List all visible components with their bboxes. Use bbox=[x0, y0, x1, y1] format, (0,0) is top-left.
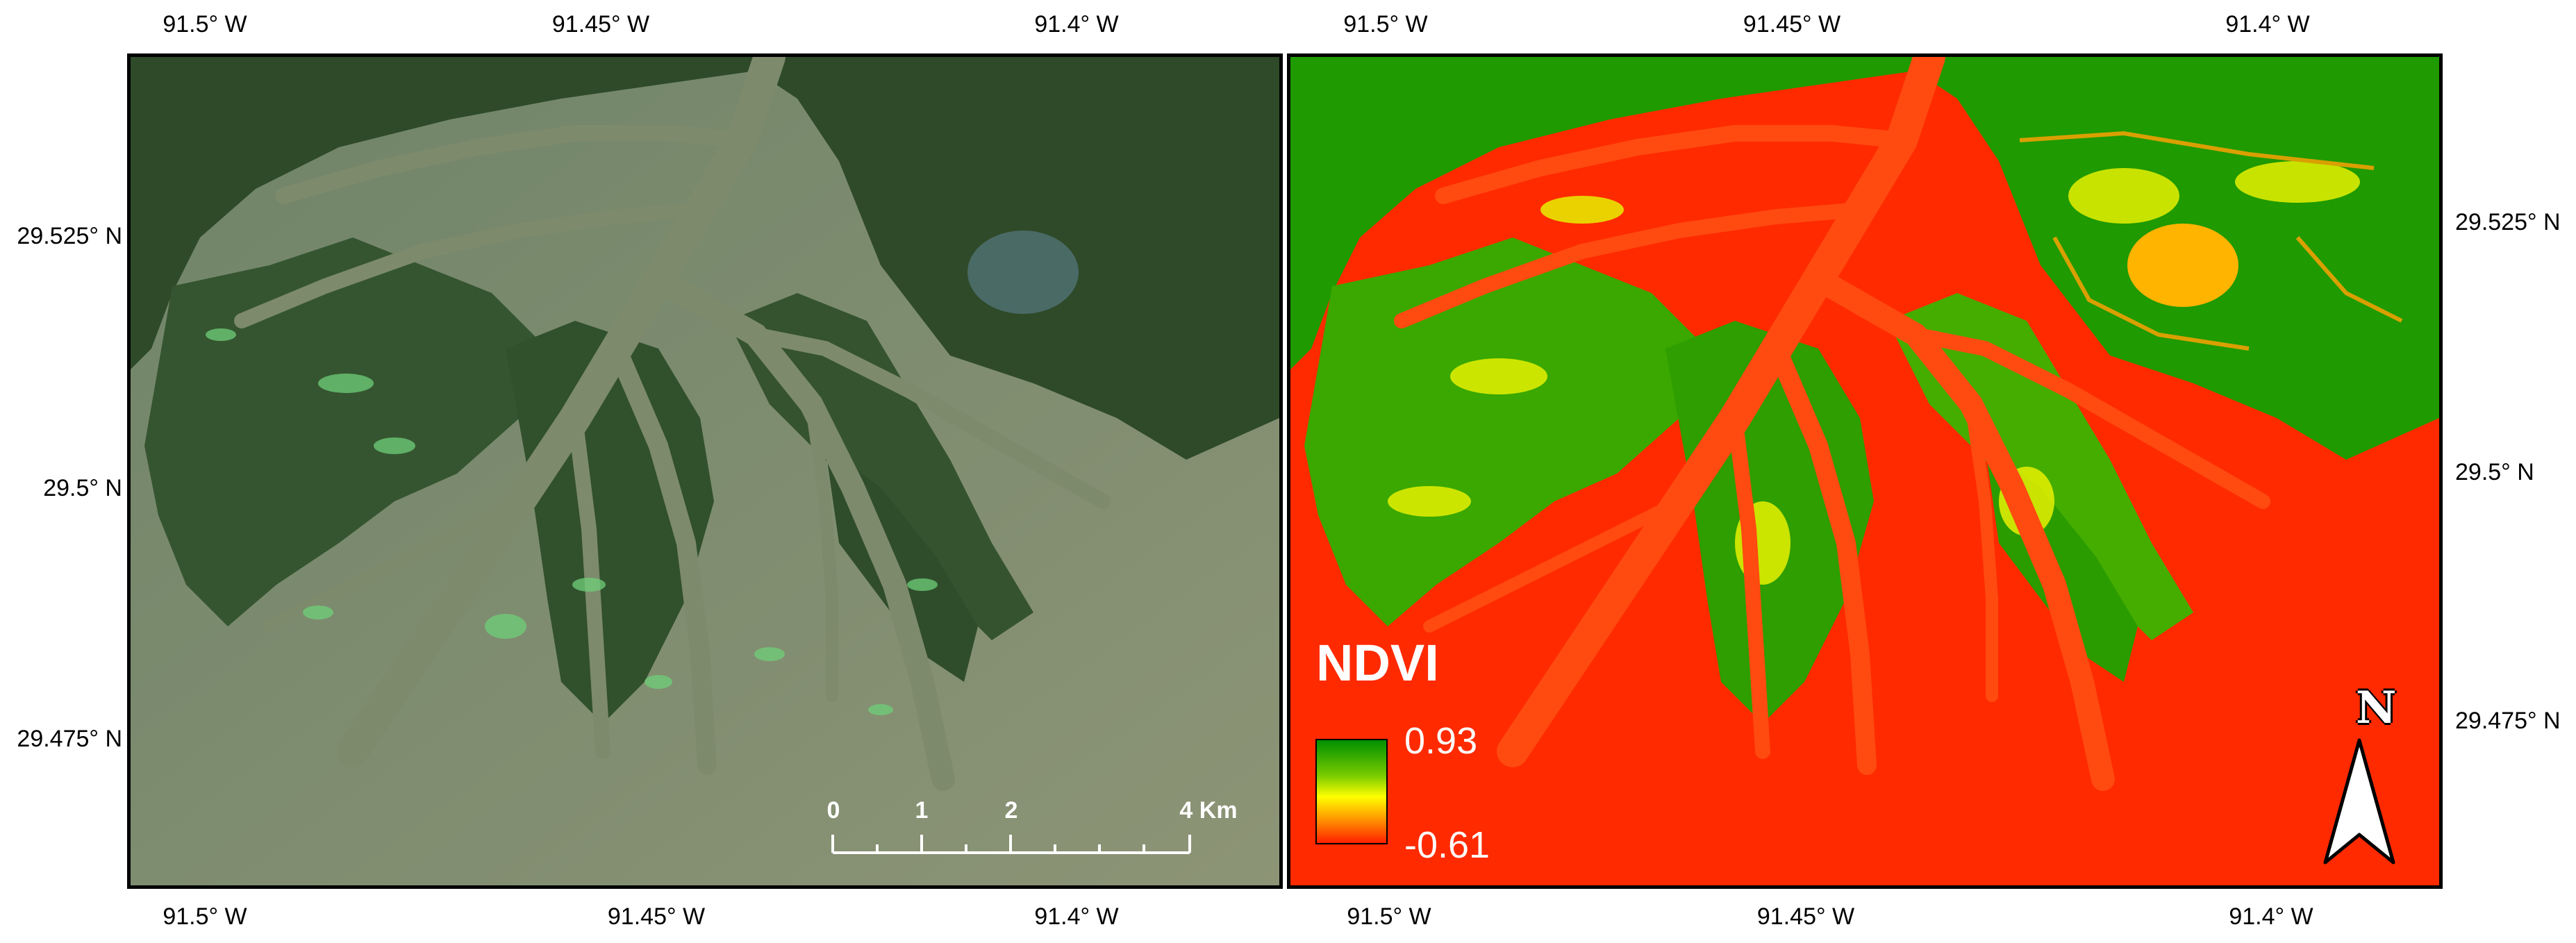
true-color-map-image bbox=[131, 57, 1279, 885]
lat-tick-right-3: 29.475° N bbox=[2455, 708, 2561, 734]
lon-tick-bottom-left-3: 91.4° W bbox=[1034, 903, 1119, 930]
lat-tick-left-2: 29.5° N bbox=[43, 475, 122, 501]
north-label: N bbox=[2356, 682, 2397, 734]
lon-tick-top-left-1: 91.5° W bbox=[163, 11, 247, 37]
lon-tick-bottom-right-3: 91.4° W bbox=[2229, 903, 2313, 930]
lat-tick-right-1: 29.525° N bbox=[2455, 209, 2561, 235]
scale-bar-label-2: 2 bbox=[1004, 797, 1018, 824]
lat-tick-right-2: 29.5° N bbox=[2455, 459, 2534, 485]
ndvi-legend-min: -0.61 bbox=[1404, 824, 1490, 866]
ndvi-map-image bbox=[1290, 57, 2439, 885]
lon-tick-bottom-left-1: 91.5° W bbox=[163, 903, 247, 930]
north-arrow-icon bbox=[2323, 738, 2395, 865]
scale-bar-label-0: 0 bbox=[826, 797, 840, 824]
scale-bar-label-4km: 4 Km bbox=[1179, 797, 1238, 824]
lon-tick-top-right-3: 91.4° W bbox=[2225, 11, 2310, 37]
lon-tick-top-left-2: 91.45° W bbox=[551, 11, 650, 37]
scale-bar-label-1: 1 bbox=[915, 797, 929, 824]
lon-tick-bottom-right-1: 91.5° W bbox=[1347, 903, 1431, 930]
ndvi-color-ramp bbox=[1315, 739, 1388, 844]
lat-tick-left-3: 29.475° N bbox=[17, 726, 122, 752]
scale-bar bbox=[831, 835, 1191, 854]
lon-tick-top-right-1: 91.5° W bbox=[1343, 11, 1428, 37]
lon-tick-top-left-3: 91.4° W bbox=[1034, 11, 1119, 37]
ndvi-legend-title: NDVI bbox=[1316, 634, 1439, 692]
lon-tick-bottom-right-2: 91.45° W bbox=[1756, 903, 1855, 930]
lon-tick-top-right-2: 91.45° W bbox=[1743, 11, 1841, 37]
ndvi-map-panel[interactable] bbox=[1287, 53, 2443, 889]
lat-tick-left-1: 29.525° N bbox=[17, 223, 122, 249]
ndvi-legend-max: 0.93 bbox=[1404, 720, 1478, 762]
lon-tick-bottom-left-2: 91.45° W bbox=[607, 903, 706, 930]
true-color-map-panel[interactable] bbox=[127, 53, 1283, 889]
